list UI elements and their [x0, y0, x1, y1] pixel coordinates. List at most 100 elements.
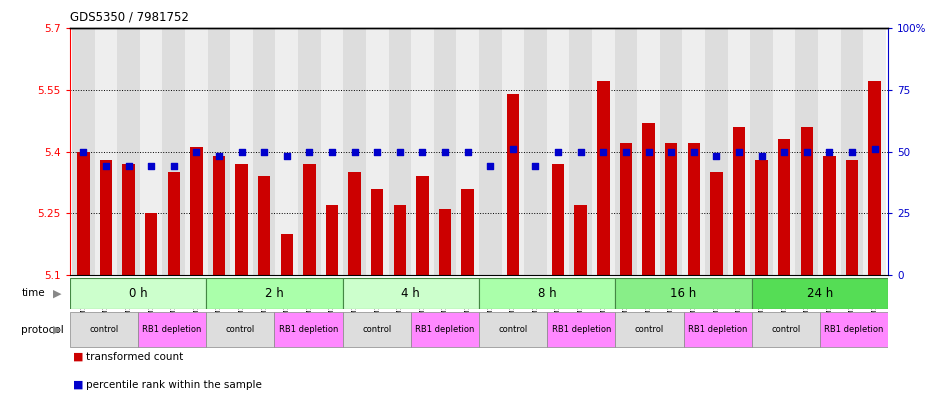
Bar	[751, 28, 773, 275]
Bar	[863, 28, 886, 275]
Bar	[281, 234, 293, 275]
Bar	[117, 28, 140, 275]
Point	[392, 148, 407, 154]
Point	[754, 153, 769, 160]
Bar	[659, 28, 683, 275]
Bar	[123, 164, 135, 275]
Bar	[206, 312, 274, 347]
Bar	[551, 164, 565, 275]
Text: percentile rank within the sample: percentile rank within the sample	[86, 380, 262, 389]
Bar	[820, 312, 888, 347]
Bar	[479, 28, 501, 275]
Bar	[274, 312, 342, 347]
Bar	[823, 156, 835, 275]
Text: 8 h: 8 h	[538, 286, 556, 300]
Bar	[637, 28, 659, 275]
Text: transformed count: transformed count	[86, 352, 184, 362]
Point	[709, 153, 724, 160]
Bar	[479, 312, 547, 347]
Point	[189, 148, 204, 154]
Bar	[343, 28, 365, 275]
Bar	[801, 127, 813, 275]
Text: time: time	[21, 288, 45, 298]
Bar	[365, 28, 389, 275]
Point	[777, 148, 791, 154]
Bar	[616, 312, 684, 347]
Bar	[643, 123, 655, 275]
Point	[121, 163, 136, 169]
Bar	[461, 189, 474, 275]
Bar	[665, 143, 677, 275]
Bar	[299, 28, 321, 275]
Bar	[213, 156, 225, 275]
Point	[573, 148, 588, 154]
Bar	[207, 28, 231, 275]
Bar	[167, 172, 180, 275]
Bar	[70, 312, 138, 347]
Bar	[417, 176, 429, 275]
Bar	[258, 176, 271, 275]
Point	[867, 146, 882, 152]
Bar	[145, 213, 157, 275]
Bar	[575, 205, 587, 275]
Bar	[777, 139, 790, 275]
Bar	[616, 278, 751, 309]
Bar	[326, 205, 339, 275]
Bar	[569, 28, 592, 275]
Text: ▶: ▶	[53, 325, 61, 334]
Text: RB1 depletion: RB1 depletion	[551, 325, 611, 334]
Bar	[342, 278, 479, 309]
Text: RB1 depletion: RB1 depletion	[279, 325, 339, 334]
Point	[460, 148, 475, 154]
Point	[483, 163, 498, 169]
Text: control: control	[635, 325, 664, 334]
Point	[618, 148, 633, 154]
Bar	[615, 28, 637, 275]
Bar	[687, 143, 700, 275]
Text: GDS5350 / 7981752: GDS5350 / 7981752	[70, 11, 189, 24]
Bar	[235, 164, 247, 275]
Point	[732, 148, 747, 154]
Text: RB1 depletion: RB1 depletion	[824, 325, 884, 334]
Bar	[72, 28, 95, 275]
Text: control: control	[362, 325, 392, 334]
Text: protocol: protocol	[21, 325, 64, 334]
Bar	[100, 160, 113, 275]
Bar	[253, 28, 275, 275]
Bar	[140, 28, 163, 275]
Point	[822, 148, 837, 154]
Bar	[185, 28, 207, 275]
Bar	[190, 147, 203, 275]
Bar	[683, 28, 705, 275]
Bar	[619, 143, 632, 275]
Bar	[841, 28, 863, 275]
Bar	[525, 28, 547, 275]
Bar	[684, 312, 751, 347]
Point	[799, 148, 814, 154]
Text: control: control	[89, 325, 118, 334]
Bar	[389, 28, 411, 275]
Text: RB1 depletion: RB1 depletion	[688, 325, 748, 334]
Text: 0 h: 0 h	[128, 286, 147, 300]
Point	[76, 148, 91, 154]
Point	[551, 148, 565, 154]
Point	[279, 153, 294, 160]
Point	[144, 163, 159, 169]
Bar	[845, 160, 858, 275]
Bar	[711, 172, 723, 275]
Bar	[349, 172, 361, 275]
Point	[257, 148, 272, 154]
Point	[415, 148, 430, 154]
Bar	[507, 94, 519, 275]
Bar	[163, 28, 185, 275]
Point	[844, 148, 859, 154]
Bar	[501, 28, 525, 275]
Point	[347, 148, 362, 154]
Point	[641, 148, 656, 154]
Text: 24 h: 24 h	[807, 286, 833, 300]
Bar	[439, 209, 451, 275]
Bar	[547, 312, 616, 347]
Text: control: control	[226, 325, 255, 334]
Bar	[231, 28, 253, 275]
Bar	[751, 312, 820, 347]
